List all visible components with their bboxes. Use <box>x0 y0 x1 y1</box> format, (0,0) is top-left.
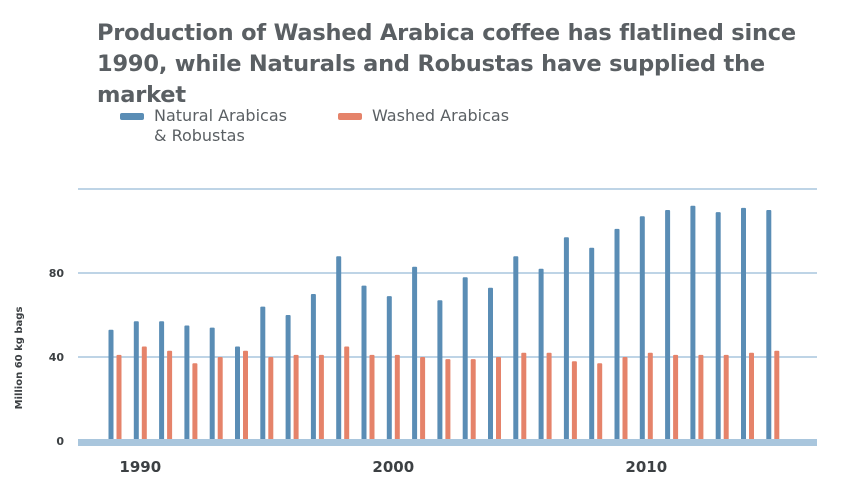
bar-natural <box>715 212 721 443</box>
bar-natural <box>235 346 240 443</box>
bar-washed <box>268 357 274 443</box>
bar-natural <box>462 277 468 443</box>
bar-washed <box>318 354 324 443</box>
bar-washed <box>496 357 501 443</box>
bar-natural <box>159 321 165 443</box>
y-tick-label: 80 <box>49 267 65 280</box>
bar-washed <box>647 352 653 443</box>
bar-washed <box>369 354 375 443</box>
bar-washed <box>774 350 780 443</box>
bar-natural <box>412 266 418 443</box>
x-tick-label: 2000 <box>372 458 414 476</box>
bar-natural <box>260 306 266 443</box>
bar-natural <box>437 300 443 443</box>
bar-natural <box>386 296 392 443</box>
x-tick-label: 1990 <box>119 458 161 476</box>
legend-item-natural: Natural Arabicas & Robustas <box>120 106 287 146</box>
bar-washed <box>622 357 628 443</box>
bar-washed <box>723 354 729 443</box>
bar-natural <box>741 207 746 443</box>
legend-label-natural: Natural Arabicas & Robustas <box>154 106 287 146</box>
bar-natural <box>310 294 316 443</box>
bar-washed <box>116 354 122 443</box>
bar-natural <box>665 210 671 443</box>
bar-washed <box>344 346 350 443</box>
bar-washed <box>521 352 527 443</box>
bar-washed <box>217 357 223 443</box>
bar-natural <box>563 237 569 443</box>
y-tick-label: 40 <box>49 351 65 364</box>
bar-natural <box>614 228 620 443</box>
y-tick-label: 0 <box>56 435 64 448</box>
legend-item-washed: Washed Arabicas <box>338 106 509 126</box>
bar-washed <box>546 352 552 443</box>
bar-natural <box>184 325 190 443</box>
bar-natural <box>589 247 595 443</box>
bar-washed <box>445 359 451 443</box>
bar-washed <box>293 354 299 443</box>
legend-swatch-washed <box>338 113 362 120</box>
bar-washed <box>192 363 198 443</box>
x-tick-label: 2010 <box>625 458 667 476</box>
bar-natural <box>108 329 114 443</box>
bar-washed <box>698 354 704 443</box>
legend-label-natural-line1: Natural Arabicas <box>154 106 287 125</box>
y-axis-label: Million 60 kg bags <box>14 307 25 410</box>
bar-washed <box>243 350 248 443</box>
bar-natural <box>513 256 519 443</box>
bar-natural <box>766 210 772 443</box>
chart-title: Production of Washed Arabica coffee has … <box>97 20 796 108</box>
bar-natural <box>538 268 544 443</box>
bar-washed <box>420 357 426 443</box>
bar-washed <box>470 359 476 443</box>
bar-natural <box>133 321 139 443</box>
bar-natural <box>209 327 215 443</box>
bar-natural <box>488 287 493 443</box>
bar-washed <box>597 363 603 443</box>
bar-washed <box>571 361 577 443</box>
legend-swatch-natural <box>120 113 144 120</box>
bar-washed <box>673 354 679 443</box>
bar-washed <box>749 352 754 443</box>
bar-washed <box>167 350 173 443</box>
bar-natural <box>690 205 696 443</box>
bar-washed <box>141 346 147 443</box>
legend-label-washed: Washed Arabicas <box>372 106 510 125</box>
bar-natural <box>285 315 291 443</box>
x-axis-baseline <box>78 439 817 446</box>
bar-natural <box>361 285 367 443</box>
bar-natural <box>336 256 342 443</box>
bar-natural <box>639 216 645 443</box>
bar-washed <box>394 354 400 443</box>
legend-label-natural-line2: & Robustas <box>154 126 245 145</box>
